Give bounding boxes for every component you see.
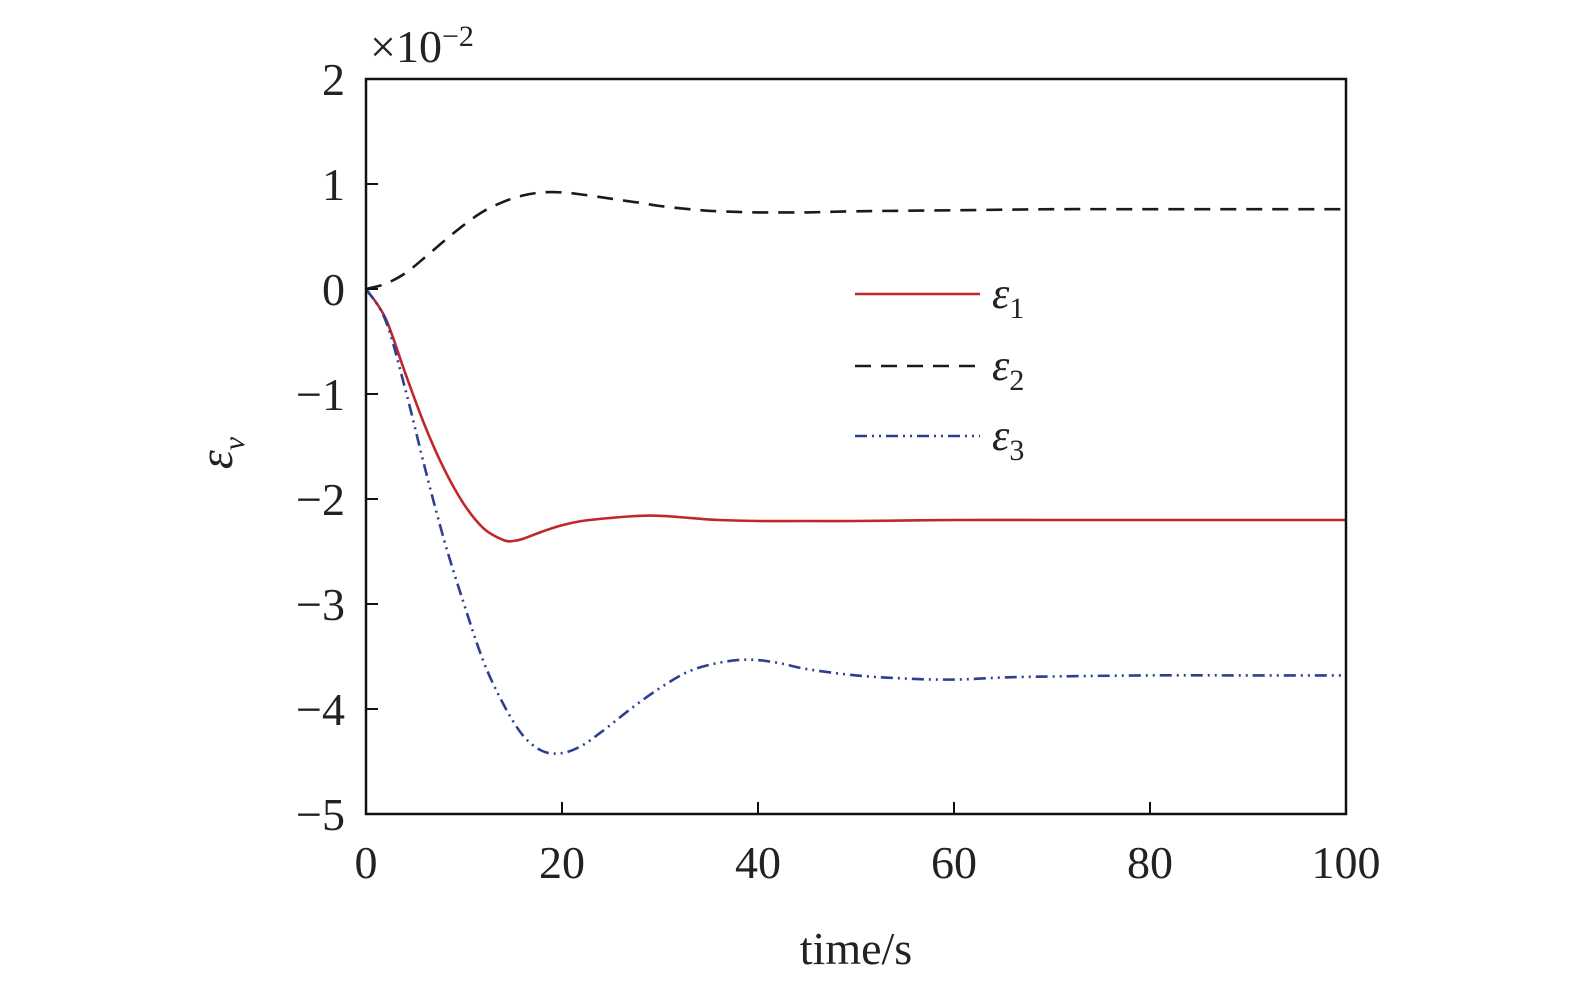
series-line-3 [364, 288, 1346, 755]
series-line-1 [364, 288, 1346, 543]
x-tick-label: 20 [539, 837, 585, 888]
legend-label-3: ε3 [992, 411, 1024, 467]
y-axis-title-base: ε [190, 450, 243, 469]
x-tick-label: 40 [735, 837, 781, 888]
y-tick-label: 2 [322, 54, 345, 105]
legend: ε1 ε2 ε3 [855, 269, 1024, 467]
svg-text:εv: εv [190, 436, 251, 469]
y-axis-title-sub: v [218, 436, 251, 450]
x-axis-title: time/s [800, 923, 912, 974]
y-tick-label: −4 [296, 684, 345, 735]
y-tick-label: −3 [296, 579, 345, 630]
y-tick-label: 1 [322, 159, 345, 210]
series-layer [364, 190, 1346, 755]
x-tick-label: 80 [1127, 837, 1173, 888]
y-tick-label: −2 [296, 474, 345, 525]
series-line-2 [365, 190, 1346, 291]
y-tick-label: −1 [296, 369, 345, 420]
ticks-layer: 0 20 40 60 80 100 2 1 0 −1 −2 −3 −4 −5 [296, 54, 1380, 888]
y-tick-label: 0 [322, 264, 345, 315]
y-multiplier: ×10−2 [370, 20, 474, 72]
x-tick-label: 0 [355, 837, 378, 888]
x-tick-label: 60 [931, 837, 977, 888]
legend-label-1: ε1 [992, 269, 1024, 325]
legend-label-2: ε2 [992, 341, 1024, 397]
y-tick-label: −5 [296, 789, 345, 840]
plot-frame [364, 77, 1348, 816]
x-tick-label: 100 [1312, 837, 1381, 888]
y-axis-title: εv [190, 436, 251, 469]
